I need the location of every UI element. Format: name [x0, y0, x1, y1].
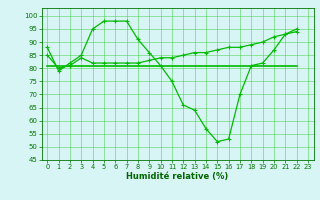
- X-axis label: Humidité relative (%): Humidité relative (%): [126, 172, 229, 181]
